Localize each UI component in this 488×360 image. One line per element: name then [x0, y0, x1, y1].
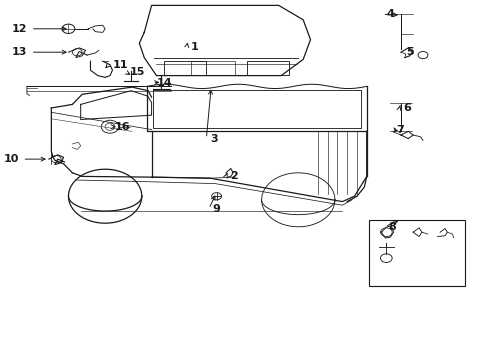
Bar — [246, 61, 288, 75]
Text: 5: 5 — [405, 47, 413, 57]
Bar — [164, 61, 205, 75]
Text: 2: 2 — [229, 171, 237, 181]
Bar — [190, 61, 234, 75]
Text: 1: 1 — [190, 42, 198, 52]
Text: 14: 14 — [156, 78, 172, 88]
Text: 15: 15 — [129, 67, 144, 77]
Text: 8: 8 — [388, 222, 396, 232]
Text: 13: 13 — [12, 47, 27, 57]
Text: 3: 3 — [210, 134, 218, 144]
Text: 4: 4 — [386, 9, 393, 19]
Text: 6: 6 — [403, 103, 410, 113]
Text: 16: 16 — [115, 122, 130, 132]
Text: 7: 7 — [395, 125, 403, 135]
Bar — [368, 220, 464, 286]
Text: 12: 12 — [11, 24, 27, 34]
Text: 11: 11 — [112, 60, 128, 70]
Text: 10: 10 — [3, 154, 19, 164]
Text: 9: 9 — [212, 204, 220, 214]
